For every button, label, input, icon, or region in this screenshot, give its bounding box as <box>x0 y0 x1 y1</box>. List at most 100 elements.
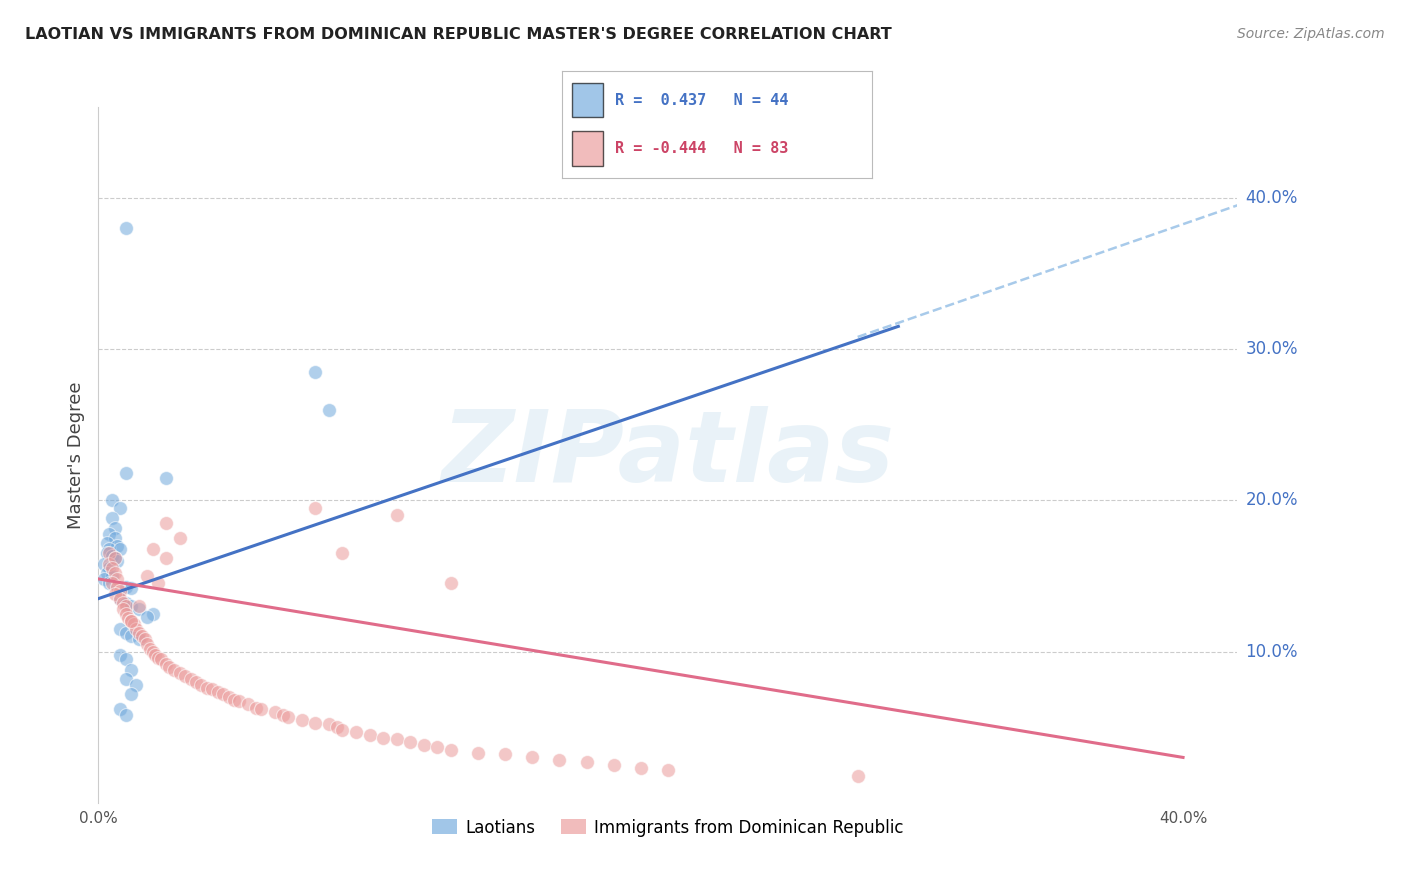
Point <box>96 566 118 580</box>
Point <box>104 550 127 565</box>
Point <box>291 713 314 727</box>
Point <box>108 622 131 636</box>
Point <box>120 663 142 677</box>
Point <box>114 580 136 594</box>
Point <box>120 629 142 643</box>
Text: 40.0%: 40.0% <box>1246 189 1298 207</box>
Point <box>228 694 250 708</box>
Point <box>120 687 142 701</box>
Point <box>114 607 136 621</box>
Point <box>142 541 165 556</box>
Point <box>359 728 381 742</box>
Point <box>107 539 129 553</box>
Point <box>96 546 118 560</box>
Point <box>326 720 349 734</box>
Point <box>412 739 434 753</box>
Text: 20.0%: 20.0% <box>1246 491 1298 509</box>
Point <box>304 365 326 379</box>
Point <box>332 723 354 738</box>
Point <box>108 541 131 556</box>
Point <box>494 747 516 762</box>
Point <box>263 705 285 719</box>
Point <box>304 715 326 730</box>
Point <box>385 508 408 523</box>
Point <box>602 758 624 772</box>
Point <box>104 531 127 545</box>
Point <box>222 693 245 707</box>
Point <box>104 566 127 580</box>
Point <box>108 702 131 716</box>
Point <box>155 550 177 565</box>
Point <box>146 576 169 591</box>
Point <box>114 599 136 614</box>
Point <box>125 622 148 636</box>
Point <box>98 541 121 556</box>
Y-axis label: Master's Degree: Master's Degree <box>66 381 84 529</box>
Point <box>548 754 571 768</box>
Point <box>575 755 598 769</box>
Point <box>142 607 165 621</box>
Point <box>96 535 118 549</box>
Point <box>104 550 127 565</box>
Point <box>169 531 191 545</box>
Point <box>120 581 142 595</box>
Point <box>128 626 150 640</box>
Point <box>245 700 267 714</box>
Point <box>101 549 124 564</box>
Point <box>250 702 273 716</box>
Point <box>399 735 422 749</box>
Point <box>128 632 150 647</box>
Point <box>98 557 121 571</box>
Point <box>114 708 136 723</box>
Point <box>120 599 142 614</box>
Point <box>180 672 202 686</box>
FancyBboxPatch shape <box>572 83 603 118</box>
Point <box>101 561 124 575</box>
Point <box>114 652 136 666</box>
Point <box>440 576 463 591</box>
Point <box>149 652 172 666</box>
Point <box>174 669 197 683</box>
Point <box>114 626 136 640</box>
Point <box>104 587 127 601</box>
Point <box>630 761 652 775</box>
Point <box>114 672 136 686</box>
Point <box>184 674 207 689</box>
Text: 10.0%: 10.0% <box>1246 642 1298 661</box>
Point <box>344 724 367 739</box>
Point <box>467 746 489 760</box>
Point <box>190 678 212 692</box>
Point <box>114 466 136 480</box>
Point <box>201 682 224 697</box>
Point <box>131 629 153 643</box>
Point <box>218 690 240 704</box>
Point <box>128 602 150 616</box>
Point <box>98 526 121 541</box>
Point <box>93 557 115 571</box>
Text: 30.0%: 30.0% <box>1246 340 1298 358</box>
Point <box>104 520 127 534</box>
Point <box>155 657 177 671</box>
Point <box>136 569 159 583</box>
Point <box>93 572 115 586</box>
Point <box>117 611 139 625</box>
Point <box>385 732 408 747</box>
Point <box>107 554 129 568</box>
Point <box>155 470 177 484</box>
Point <box>120 615 142 629</box>
Point <box>108 591 131 606</box>
Point <box>212 687 235 701</box>
Point <box>236 698 259 712</box>
Point <box>145 648 167 662</box>
Point <box>98 546 121 560</box>
Point <box>426 739 449 754</box>
Point <box>101 569 124 583</box>
Point <box>304 500 326 515</box>
Point <box>846 768 869 782</box>
Point <box>318 717 340 731</box>
Point <box>277 709 299 723</box>
Point <box>114 596 136 610</box>
Point <box>440 743 463 757</box>
Point <box>98 576 121 591</box>
Point <box>107 572 129 586</box>
